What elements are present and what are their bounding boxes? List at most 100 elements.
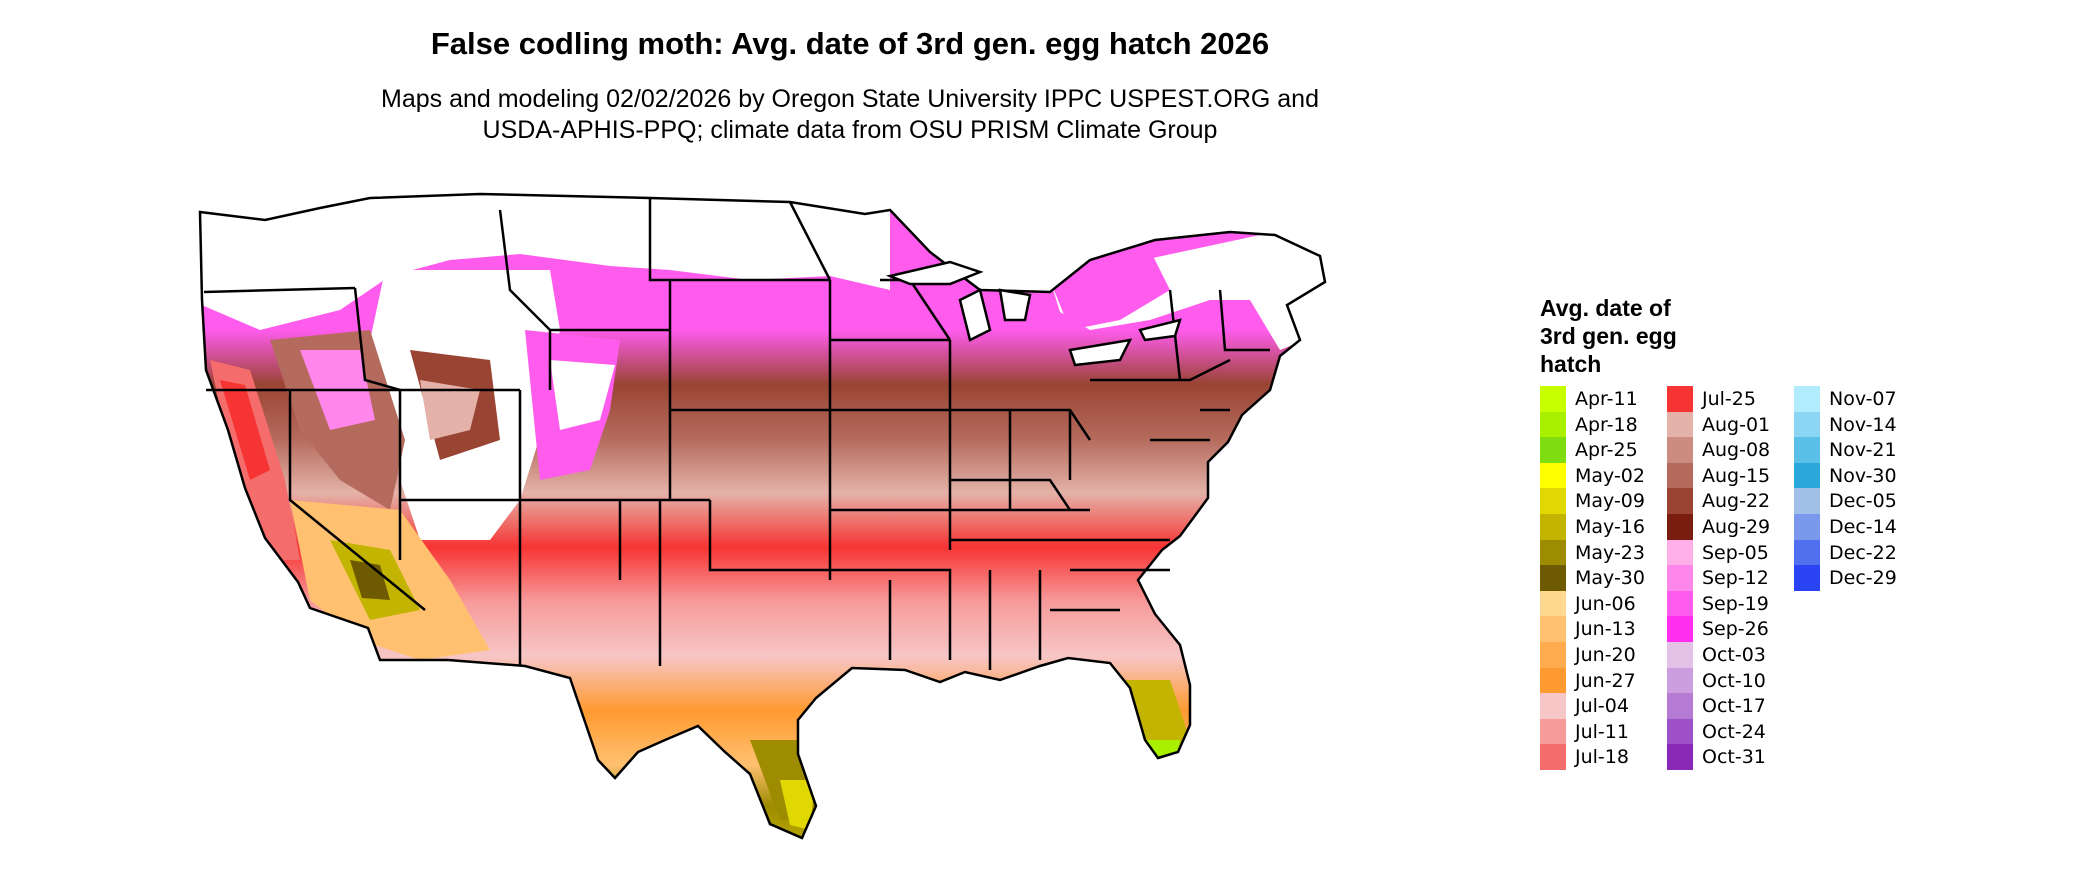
legend-item: Nov-07: [1794, 386, 1934, 412]
legend-swatch: [1794, 565, 1820, 592]
legend-swatch: [1540, 744, 1566, 771]
legend-item: Jul-11: [1540, 718, 1680, 745]
legend-swatch: [1794, 437, 1820, 464]
legend-item: Aug-29: [1667, 514, 1807, 540]
legend-swatch: [1667, 437, 1693, 464]
legend-label: Dec-22: [1829, 541, 1897, 564]
legend-label: Apr-11: [1575, 388, 1638, 410]
legend-swatch: [1667, 693, 1693, 720]
legend-label: Sep-12: [1702, 567, 1769, 590]
legend-item: Sep-26: [1667, 616, 1807, 643]
legend-label: Aug-29: [1702, 516, 1771, 538]
legend-swatch: [1540, 565, 1566, 592]
legend-title: Avg. date of 3rd gen. egg hatch: [1540, 294, 1740, 378]
legend-swatch: [1667, 616, 1693, 643]
legend-item: Nov-14: [1794, 411, 1934, 438]
legend-item: Sep-05: [1667, 539, 1807, 566]
legend-item: Oct-31: [1667, 744, 1807, 771]
legend-swatch: [1540, 462, 1566, 489]
legend-item: Jun-20: [1540, 642, 1680, 668]
legend-item: Jul-25: [1667, 386, 1807, 412]
legend-item: May-30: [1540, 565, 1680, 592]
legend-swatch: [1540, 514, 1566, 540]
hatch-date-raster: [200, 194, 1325, 838]
legend-item: Aug-15: [1667, 462, 1807, 489]
legend-swatch: [1667, 539, 1693, 566]
legend-swatch: [1540, 539, 1566, 566]
legend-item: Apr-25: [1540, 437, 1680, 464]
legend-swatch: [1794, 411, 1820, 438]
legend-item: Oct-10: [1667, 667, 1807, 694]
legend-item: Sep-19: [1667, 590, 1807, 617]
legend-item: May-16: [1540, 514, 1680, 540]
legend-label: Jul-25: [1702, 388, 1756, 410]
legend-item: Dec-05: [1794, 488, 1934, 515]
legend-item: Jun-27: [1540, 667, 1680, 694]
legend-label: Aug-01: [1702, 413, 1771, 436]
legend-label: Oct-10: [1702, 669, 1766, 692]
legend-swatch: [1667, 514, 1693, 540]
legend-swatch: [1540, 488, 1566, 515]
us-map: [198, 192, 1327, 840]
legend-swatch: [1540, 616, 1566, 643]
legend-item: Apr-11: [1540, 386, 1680, 412]
legend-item: Oct-03: [1667, 642, 1807, 668]
legend-title-line-3: hatch: [1540, 351, 1602, 377]
legend-item: Nov-21: [1794, 437, 1934, 464]
legend-label: Nov-07: [1829, 388, 1897, 410]
legend-swatch: [1794, 539, 1820, 566]
legend-swatch: [1540, 693, 1566, 720]
legend-item: Apr-18: [1540, 411, 1680, 438]
legend-item: Jun-13: [1540, 616, 1680, 643]
legend-swatch: [1667, 718, 1693, 745]
legend-label: Apr-18: [1575, 413, 1638, 436]
legend-item: Oct-17: [1667, 693, 1807, 720]
legend-swatch: [1794, 514, 1820, 540]
legend-item: Nov-30: [1794, 462, 1934, 489]
legend-label: Aug-08: [1702, 439, 1771, 462]
legend-label: Nov-21: [1829, 439, 1897, 462]
map-title: False codling moth: Avg. date of 3rd gen…: [430, 26, 1270, 61]
legend-swatch: [1794, 386, 1820, 412]
legend-item: Dec-29: [1794, 565, 1934, 592]
legend-label: Jun-13: [1575, 618, 1636, 641]
legend-item: Sep-12: [1667, 565, 1807, 592]
legend-label: Oct-31: [1702, 746, 1766, 769]
legend-label: May-16: [1575, 516, 1645, 538]
legend-swatch: [1667, 386, 1693, 412]
legend-swatch: [1667, 411, 1693, 438]
legend-item: Jul-18: [1540, 744, 1680, 771]
legend-swatch: [1540, 411, 1566, 438]
legend-item: Jul-04: [1540, 693, 1680, 720]
legend-label: Dec-14: [1829, 516, 1897, 538]
legend-label: Oct-17: [1702, 695, 1766, 718]
state-boundaries: [198, 192, 1327, 840]
legend-label: Apr-25: [1575, 439, 1638, 462]
legend-title-line-1: Avg. date of: [1540, 295, 1671, 321]
legend-swatch: [1540, 437, 1566, 464]
legend-label: Jul-11: [1575, 720, 1629, 743]
legend-label: Sep-05: [1702, 541, 1769, 564]
legend-swatch: [1540, 667, 1566, 694]
legend-label: Jul-04: [1575, 695, 1629, 718]
legend-swatch: [1667, 667, 1693, 694]
legend-swatch: [1667, 565, 1693, 592]
legend-swatch: [1667, 488, 1693, 515]
legend-label: Dec-29: [1829, 567, 1897, 590]
legend-swatch: [1794, 488, 1820, 515]
legend-label: Aug-22: [1702, 490, 1771, 513]
map-subtitle: Maps and modeling 02/02/2026 by Oregon S…: [0, 84, 1700, 146]
legend-label: Jun-27: [1575, 669, 1636, 692]
legend-swatch: [1540, 718, 1566, 745]
legend-label: May-02: [1575, 464, 1645, 487]
legend-item: May-02: [1540, 462, 1680, 489]
legend-swatch: [1667, 642, 1693, 668]
legend-item: Dec-14: [1794, 514, 1934, 540]
legend-item: Aug-08: [1667, 437, 1807, 464]
legend-item: Oct-24: [1667, 718, 1807, 745]
legend-label: Jul-18: [1575, 746, 1629, 769]
legend-item: May-23: [1540, 539, 1680, 566]
subtitle-line-2: USDA-APHIS-PPQ; climate data from OSU PR…: [482, 116, 1218, 144]
legend-label: Sep-19: [1702, 592, 1769, 615]
legend-label: Sep-26: [1702, 618, 1769, 641]
